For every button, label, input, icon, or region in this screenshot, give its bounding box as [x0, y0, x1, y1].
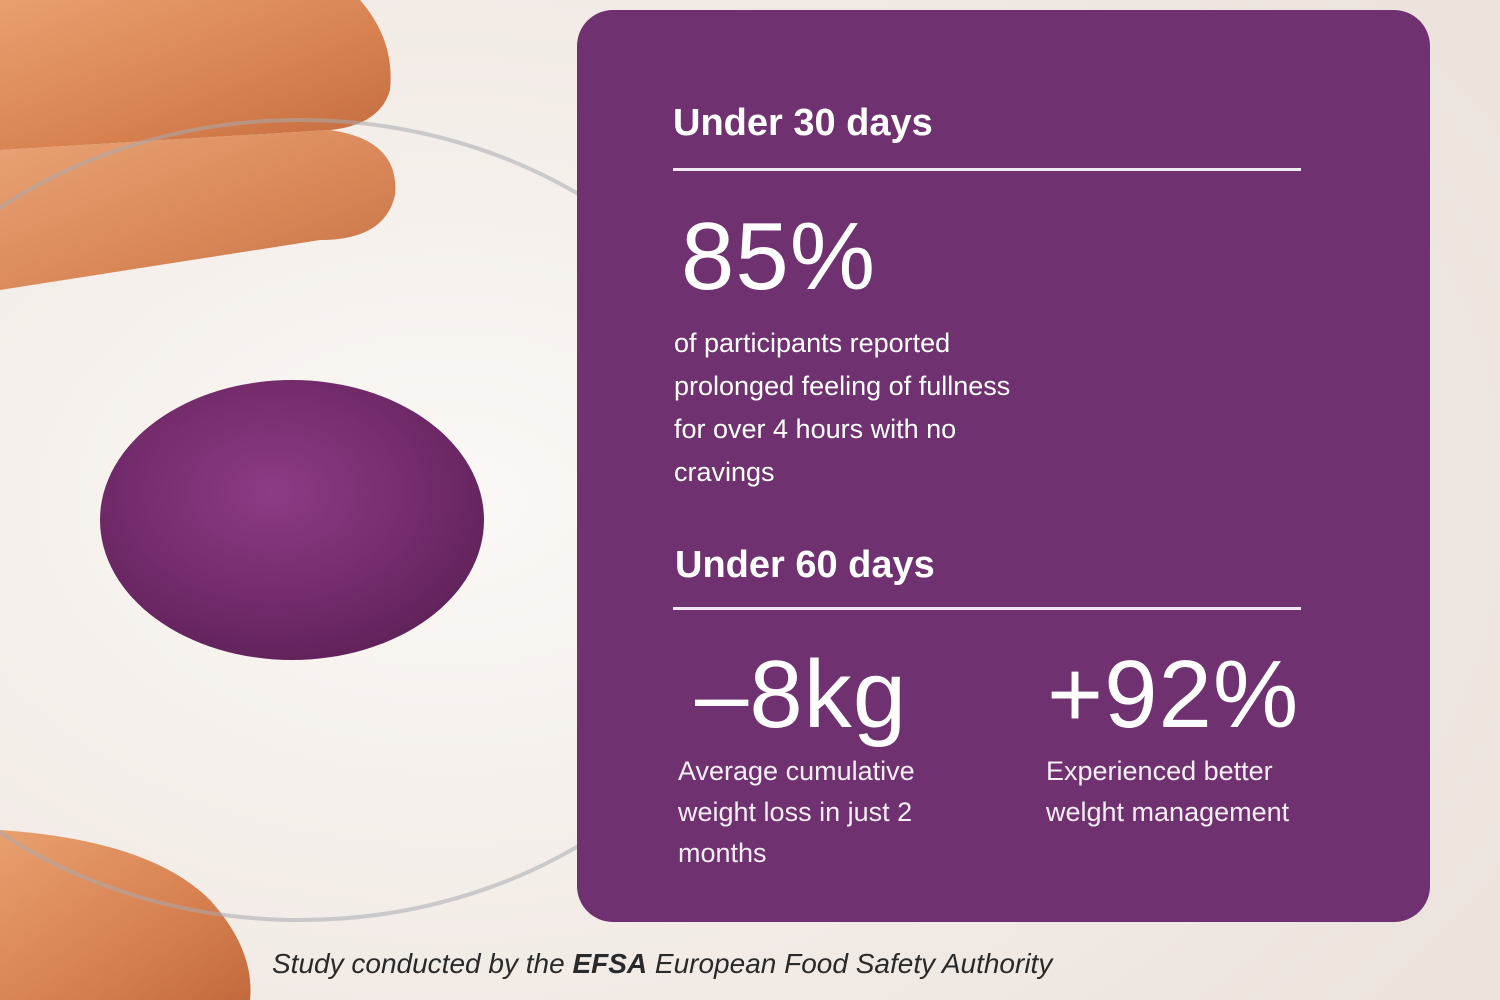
stat-weight-loss: –8kg	[695, 641, 908, 748]
text-line: Average cumulative	[678, 756, 915, 786]
section-heading-30-days: Under 30 days	[673, 102, 933, 144]
study-credit: Study conducted by the EFSA European Foo…	[272, 948, 1052, 980]
text-line: for over 4 hours with no	[674, 414, 957, 444]
hand-finger-image	[0, 0, 391, 150]
hand-thumb-image	[0, 830, 251, 1000]
stat-description: of participants reported prolonged feeli…	[674, 322, 1010, 494]
stat-description: Average cumulative weight loss in just 2…	[678, 751, 915, 874]
text-line: cravings	[674, 457, 775, 487]
stat-description: Experienced better welght management	[1046, 751, 1289, 833]
hand-finger-image	[0, 130, 396, 290]
text-line: prolonged feeling of fullness	[674, 371, 1011, 401]
divider	[673, 607, 1301, 610]
divider	[673, 168, 1301, 171]
text-line: Experienced better	[1046, 756, 1273, 786]
stats-card: Under 30 days 85% of participants report…	[577, 10, 1430, 922]
text-line: welght management	[1046, 797, 1290, 827]
credit-org-abbr: EFSA	[572, 948, 648, 979]
credit-text: Study conducted by the	[272, 948, 573, 979]
credit-text: European Food Safety Authority	[647, 948, 1053, 979]
text-line: of participants reported	[674, 328, 951, 358]
purple-powder-image	[100, 380, 484, 660]
text-line: months	[678, 838, 767, 868]
section-heading-60-days: Under 60 days	[675, 544, 935, 586]
stat-85-percent: 85%	[681, 203, 877, 310]
stat-92-percent: +92%	[1047, 641, 1300, 748]
text-line: weight loss in just 2	[678, 797, 913, 827]
